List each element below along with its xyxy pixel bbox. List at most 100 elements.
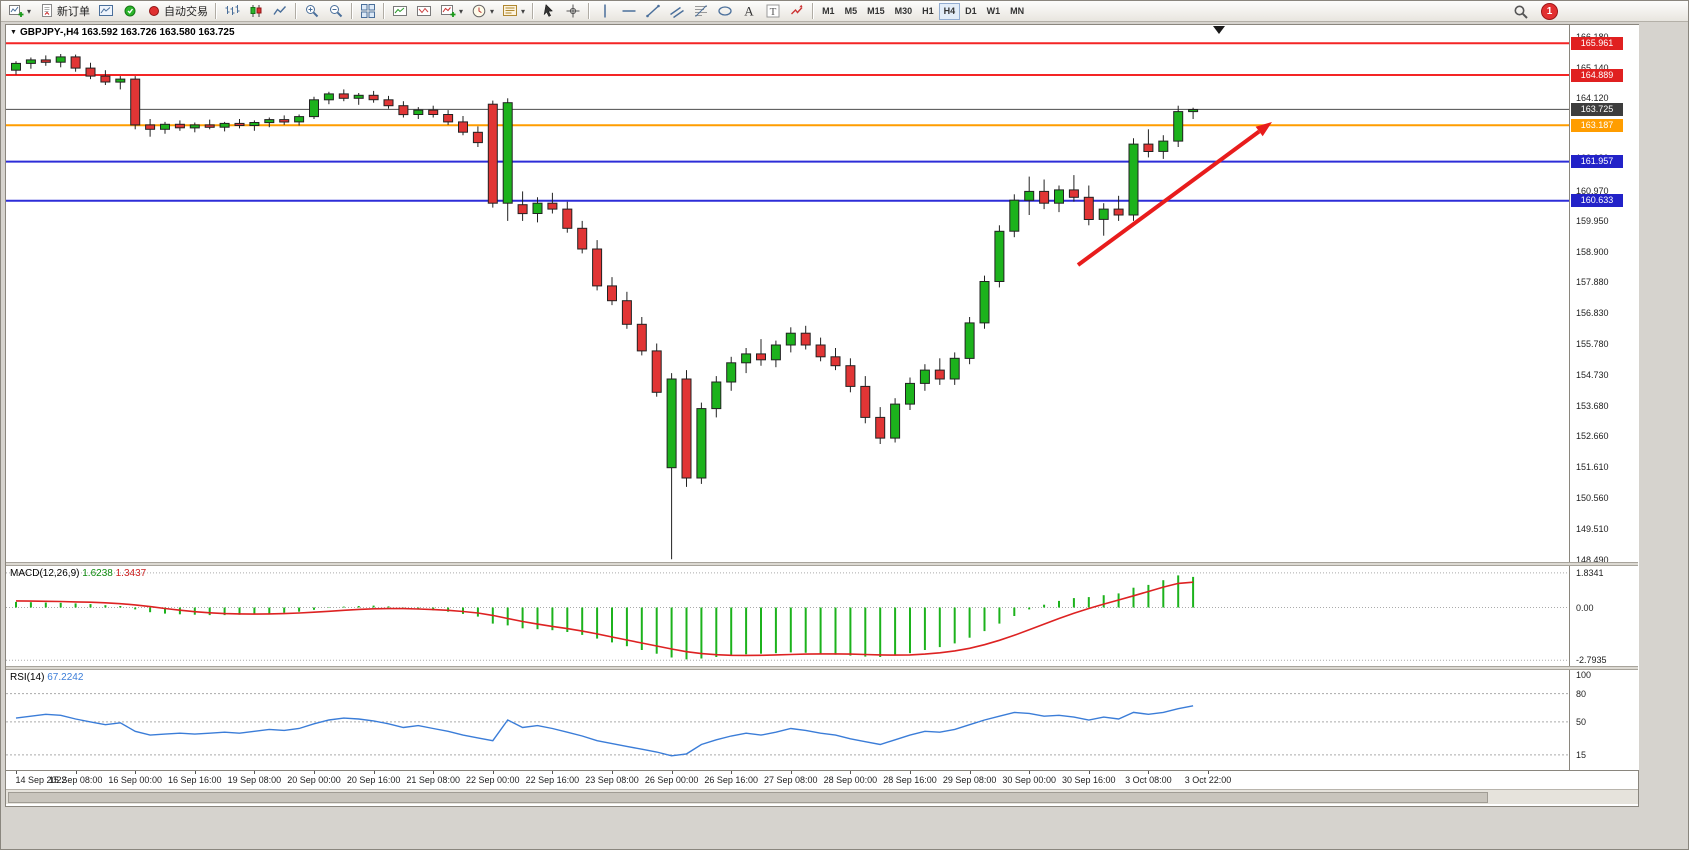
price-tick: 158.900 bbox=[1576, 246, 1609, 257]
candle bbox=[860, 376, 871, 424]
price-tick: 150.560 bbox=[1576, 493, 1609, 504]
candle bbox=[368, 90, 379, 103]
search-button[interactable] bbox=[1509, 2, 1533, 21]
candlestick-mode-button[interactable] bbox=[244, 2, 268, 21]
price-tick: 149.510 bbox=[1576, 524, 1609, 535]
candle bbox=[875, 407, 886, 444]
candle bbox=[428, 105, 439, 118]
crosshair-icon bbox=[565, 3, 581, 19]
timeframe-m15-button[interactable]: M15 bbox=[862, 3, 890, 20]
time-label: 16 Sep 16:00 bbox=[168, 775, 222, 785]
new-chart-button[interactable]: ▾ bbox=[4, 2, 35, 21]
candle bbox=[1098, 203, 1109, 236]
candle bbox=[1158, 135, 1169, 159]
h-scrollbar-thumb[interactable] bbox=[8, 792, 1488, 803]
rsi-chart[interactable] bbox=[6, 670, 1569, 770]
text-button[interactable]: A bbox=[737, 2, 761, 21]
candle bbox=[1083, 185, 1094, 226]
candle bbox=[949, 352, 960, 385]
shapes-button[interactable] bbox=[713, 2, 737, 21]
timeframe-m30-button[interactable]: M30 bbox=[890, 3, 918, 20]
time-label: 20 Sep 00:00 bbox=[287, 775, 341, 785]
candle bbox=[1039, 179, 1050, 210]
navigator-button[interactable] bbox=[118, 2, 142, 21]
candle bbox=[55, 54, 66, 68]
indicators-button[interactable]: ▾ bbox=[436, 2, 467, 21]
charts-group-button[interactable] bbox=[94, 2, 118, 21]
time-tick bbox=[790, 771, 792, 774]
time-tick bbox=[135, 771, 137, 774]
trend-arrow-annotation[interactable] bbox=[1076, 122, 1272, 267]
text-t-icon: T bbox=[765, 3, 781, 19]
equidistant-channel-button[interactable] bbox=[665, 2, 689, 21]
crosshair-button[interactable] bbox=[561, 2, 585, 21]
zoom-out-button[interactable] bbox=[324, 2, 348, 21]
macd-name: MACD(12,26,9) bbox=[10, 568, 80, 579]
rsi-panel[interactable]: RSI(14) 67.2242 bbox=[6, 670, 1569, 770]
timeframe-h1-button[interactable]: H1 bbox=[917, 3, 939, 20]
time-tick bbox=[314, 771, 315, 774]
arrows-icon bbox=[789, 3, 805, 19]
macd-chart[interactable] bbox=[6, 566, 1569, 666]
panel-divider[interactable] bbox=[6, 666, 1638, 670]
chart-small2-icon bbox=[416, 3, 432, 19]
candle bbox=[756, 339, 766, 366]
rsi-name: RSI(14) bbox=[10, 672, 45, 683]
arrows-button[interactable] bbox=[785, 2, 809, 21]
time-label: 19 Sep 08:00 bbox=[227, 775, 282, 785]
timeframe-w1-button[interactable]: W1 bbox=[982, 3, 1006, 20]
macd-axis-tick: -2.7935 bbox=[1576, 655, 1607, 666]
horizontal-line-button[interactable] bbox=[617, 2, 641, 21]
h-scrollbar[interactable] bbox=[6, 789, 1638, 804]
panel-divider[interactable] bbox=[6, 562, 1638, 566]
grid-icon bbox=[360, 3, 376, 19]
new-order-button[interactable]: 新订单 bbox=[35, 2, 94, 21]
time-label: 29 Sep 08:00 bbox=[942, 775, 997, 785]
timeframe-mn-button[interactable]: MN bbox=[1005, 3, 1029, 20]
trendline-button[interactable] bbox=[641, 2, 665, 21]
line-chart-mode-button[interactable] bbox=[268, 2, 292, 21]
chart-shift-button[interactable] bbox=[412, 2, 436, 21]
timeframe-m1-button[interactable]: M1 bbox=[817, 3, 840, 20]
time-axis[interactable]: 14 Sep 2022 15 Sep 08:00 16 Sep 00:00 16 Se… bbox=[6, 770, 1638, 790]
periods-button[interactable]: ▾ bbox=[467, 2, 498, 21]
bar-chart-mode-button[interactable] bbox=[220, 2, 244, 21]
price-tick: 151.610 bbox=[1576, 462, 1609, 473]
fibonacci-button[interactable] bbox=[689, 2, 713, 21]
one-click-trading-toggle[interactable]: ▼ bbox=[10, 29, 17, 36]
zoom-in-button[interactable] bbox=[300, 2, 324, 21]
search-icon bbox=[1513, 4, 1529, 20]
fibo-icon bbox=[693, 3, 709, 19]
candle bbox=[25, 57, 36, 69]
bars-icon bbox=[224, 3, 240, 19]
text-label-button[interactable]: T bbox=[761, 2, 785, 21]
price-axis[interactable]: 166.180165.140164.120163.100162.080160.9… bbox=[1569, 25, 1639, 770]
time-tick bbox=[612, 771, 613, 774]
time-label: 3 Oct 22:00 bbox=[1184, 775, 1232, 785]
candle bbox=[130, 76, 141, 130]
main-chart-panel[interactable]: ▼ GBPJPY-,H4 163.592 163.726 163.580 163… bbox=[6, 25, 1569, 562]
candle bbox=[85, 62, 96, 80]
candlestick-chart[interactable] bbox=[6, 25, 1569, 562]
timeframe-d1-button[interactable]: D1 bbox=[960, 3, 982, 20]
macd-panel[interactable]: MACD(12,26,9) 1.6238 1.3437 bbox=[6, 566, 1569, 666]
cursor-button[interactable] bbox=[537, 2, 561, 21]
tile-windows-button[interactable] bbox=[356, 2, 380, 21]
auto-trading-button[interactable]: 自动交易 bbox=[142, 2, 212, 21]
time-label: 23 Sep 08:00 bbox=[585, 775, 639, 785]
time-label: 20 Sep 16:00 bbox=[346, 775, 401, 785]
candle bbox=[964, 317, 975, 365]
vertical-line-button[interactable] bbox=[593, 2, 617, 21]
price-tick: 164.120 bbox=[1576, 92, 1609, 103]
toolbar-separator bbox=[812, 3, 815, 19]
templates-button[interactable]: ▾ bbox=[498, 2, 529, 21]
notification-badge[interactable]: 1 bbox=[1541, 3, 1558, 20]
candle bbox=[919, 364, 930, 391]
price-tick: 160.970 bbox=[1576, 185, 1609, 196]
cursor-icon bbox=[541, 3, 557, 19]
candle bbox=[547, 192, 558, 214]
timeframe-h4-button[interactable]: H4 bbox=[938, 2, 961, 20]
auto-scroll-button[interactable] bbox=[388, 2, 412, 21]
shapes-icon bbox=[717, 3, 733, 19]
timeframe-m5-button[interactable]: M5 bbox=[840, 3, 863, 20]
